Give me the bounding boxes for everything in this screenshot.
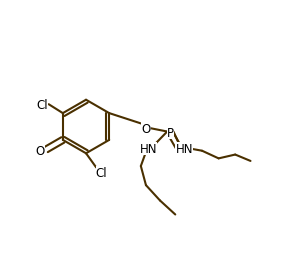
Text: HN: HN: [176, 142, 193, 155]
Text: HN: HN: [140, 142, 157, 155]
Text: Cl: Cl: [36, 98, 48, 111]
Text: P: P: [167, 127, 174, 140]
Text: Cl: Cl: [96, 166, 107, 179]
Text: O: O: [35, 145, 45, 157]
Text: O: O: [180, 145, 189, 157]
Text: O: O: [141, 122, 151, 135]
